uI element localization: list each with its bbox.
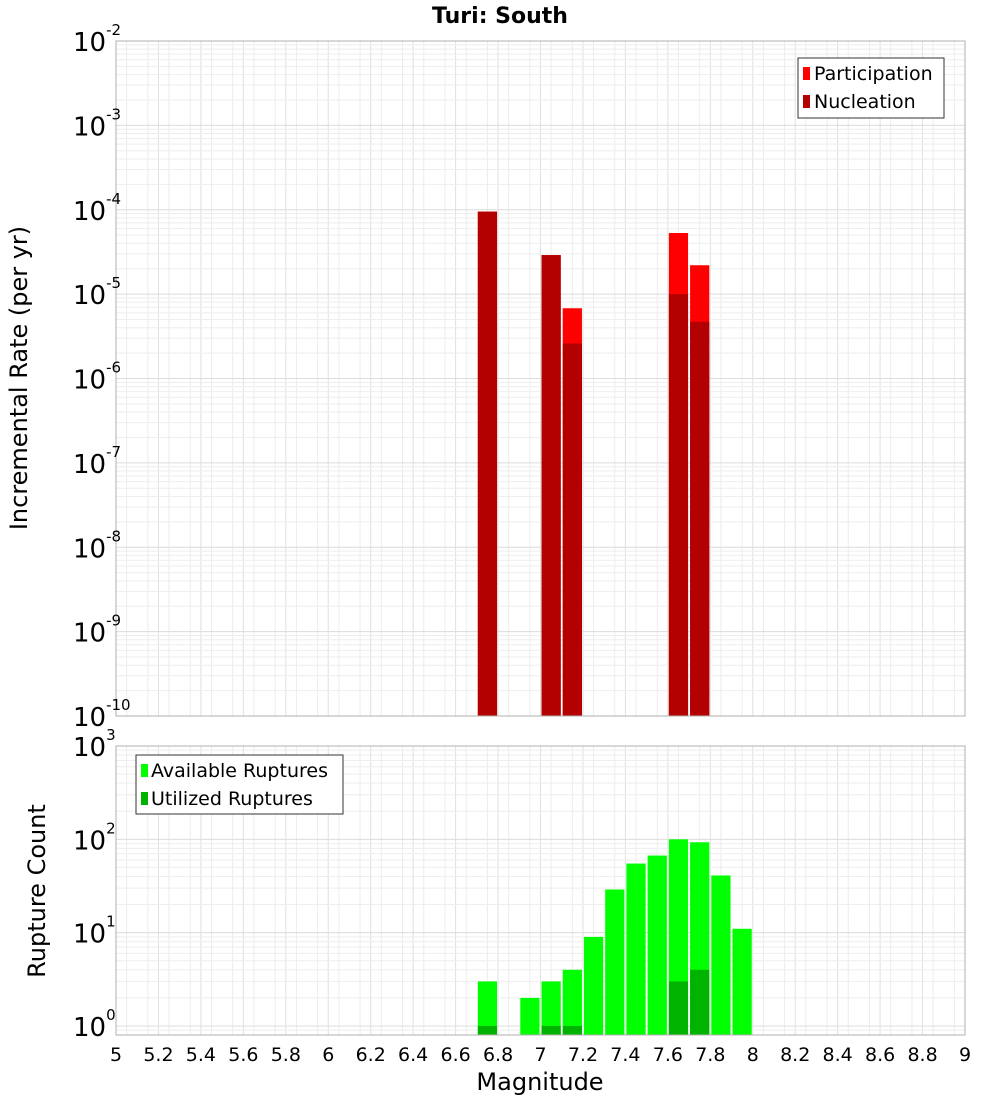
x-tick-label: 8.8 xyxy=(907,1044,937,1066)
rate-y-tick-label: 10-4 xyxy=(73,190,121,227)
count-legend: Available Ruptures Utilized Ruptures xyxy=(135,754,344,815)
x-tick-label: 8 xyxy=(747,1044,759,1066)
rate-bars xyxy=(477,211,710,716)
count-y-ticks: 100 101 102 103 xyxy=(73,726,116,1043)
participation-legend-swatch xyxy=(803,67,810,80)
x-tick-label: 9 xyxy=(959,1044,971,1066)
count-legend-box xyxy=(135,754,344,815)
utilized-ruptures-bar xyxy=(562,1025,582,1035)
rate-y-ticks: 10-10 10-9 10-8 10-7 10-6 10-5 10-4 10-3 10-2 xyxy=(73,21,131,733)
rate-y-tick-label: 10-5 xyxy=(73,274,121,311)
available-ruptures-bar xyxy=(541,981,561,1035)
utilized-ruptures-legend-swatch xyxy=(141,792,148,805)
available-ruptures-bar xyxy=(562,969,582,1035)
x-tick-label: 6.4 xyxy=(398,1044,428,1066)
utilized-ruptures-legend-label: Utilized Ruptures xyxy=(151,788,313,810)
x-tick-label: 5.4 xyxy=(186,1044,216,1066)
x-tick-label: 5.2 xyxy=(143,1044,173,1066)
available-ruptures-bar xyxy=(583,936,604,1035)
utilized-ruptures-bar xyxy=(668,981,689,1035)
available-ruptures-bar xyxy=(520,997,540,1035)
count-y-tick-label: 101 xyxy=(73,913,116,950)
rate-y-tick-label: 10-8 xyxy=(73,527,121,564)
x-tick-label: 5 xyxy=(110,1044,122,1066)
rate-y-tick-label: 10-3 xyxy=(73,105,121,142)
participation-legend-label: Participation xyxy=(814,63,933,85)
x-tick-label: 7.2 xyxy=(568,1044,598,1066)
x-tick-label: 6.2 xyxy=(356,1044,386,1066)
x-tick-label: 6.8 xyxy=(483,1044,513,1066)
magnitude-x-ticks: 5 5.2 5.4 5.6 5.8 6 6.2 6.4 6.6 6.8 7 7.2 7.4 7.6 7.8 8… xyxy=(110,1044,971,1066)
x-tick-label: 5.8 xyxy=(271,1044,301,1066)
rate-legend-box xyxy=(797,57,945,119)
x-tick-label: 7.4 xyxy=(610,1044,640,1066)
available-ruptures-bar xyxy=(626,863,646,1035)
count-y-tick-label: 102 xyxy=(73,819,116,856)
available-ruptures-bar xyxy=(647,855,667,1035)
count-panel: 100 101 102 103 5 5.2 5.4 5.6 5.8 6 6.2 6.4 6.6 6.8 7… xyxy=(23,726,971,1096)
rate-y-tick-label: 10-7 xyxy=(73,443,121,480)
x-tick-label: 5.6 xyxy=(228,1044,258,1066)
x-tick-label: 7 xyxy=(534,1044,546,1066)
rate-y-tick-label: 10-6 xyxy=(73,359,121,396)
rate-y-tick-label: 10-9 xyxy=(73,612,121,649)
nucleation-legend-swatch xyxy=(803,95,810,108)
nucleation-bar xyxy=(562,343,582,716)
available-ruptures-legend-label: Available Ruptures xyxy=(151,760,328,782)
x-tick-label: 6 xyxy=(322,1044,334,1066)
utilized-ruptures-bar xyxy=(690,969,710,1035)
rate-y-axis-label: Incremental Rate (per yr) xyxy=(5,226,33,530)
nucleation-bar xyxy=(668,294,689,716)
count-plot-frame xyxy=(115,745,966,1036)
x-tick-label: 6.6 xyxy=(440,1044,470,1066)
available-ruptures-bar xyxy=(477,981,498,1035)
x-tick-label: 8.6 xyxy=(865,1044,895,1066)
x-tick-label: 8.4 xyxy=(823,1044,853,1066)
rate-gridlines xyxy=(115,41,966,717)
count-y-axis-label: Rupture Count xyxy=(23,804,51,978)
rate-y-tick-label: 10-10 xyxy=(73,696,131,733)
x-axis-label: Magnitude xyxy=(476,1068,603,1096)
rate-plot-frame xyxy=(115,40,966,717)
nucleation-bar xyxy=(541,255,561,716)
x-tick-label: 7.6 xyxy=(653,1044,683,1066)
count-bars xyxy=(477,839,752,1035)
available-ruptures-bar xyxy=(732,928,752,1035)
x-tick-label: 8.2 xyxy=(780,1044,810,1066)
available-ruptures-bar xyxy=(605,889,625,1035)
rate-panel: 10-10 10-9 10-8 10-7 10-6 10-5 10-4 10-3 10-2 In… xyxy=(5,21,966,733)
utilized-ruptures-bar xyxy=(477,1025,498,1035)
nucleation-legend-label: Nucleation xyxy=(814,91,916,113)
x-tick-label: 7.8 xyxy=(695,1044,725,1066)
count-y-tick-label: 100 xyxy=(73,1006,116,1043)
chart-title: Turi: South xyxy=(432,4,568,29)
rate-y-tick-label: 10-2 xyxy=(73,21,121,58)
nucleation-bar xyxy=(690,321,710,716)
utilized-ruptures-bar xyxy=(541,1025,561,1035)
available-ruptures-bar xyxy=(711,875,731,1035)
rate-legend: Participation Nucleation xyxy=(797,57,945,119)
nucleation-bar xyxy=(477,211,498,716)
available-ruptures-legend-swatch xyxy=(141,764,148,777)
count-y-tick-label: 103 xyxy=(73,726,116,763)
